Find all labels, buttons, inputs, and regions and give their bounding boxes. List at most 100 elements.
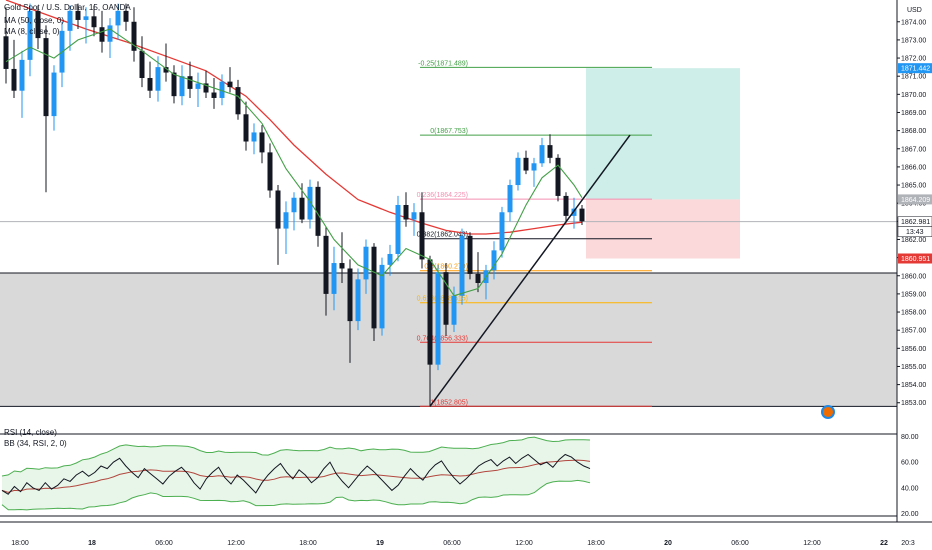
candle-body bbox=[427, 259, 433, 365]
candle-body bbox=[35, 10, 41, 39]
candle-body bbox=[91, 16, 97, 28]
rsi-tick-label: 80.00 bbox=[901, 434, 919, 441]
candle-body bbox=[531, 163, 537, 171]
profit-zone[interactable] bbox=[586, 68, 740, 200]
price-tick-label: 1871.00 bbox=[901, 74, 926, 81]
candle-body bbox=[275, 190, 281, 229]
time-tick-label: 12:00 bbox=[803, 540, 821, 547]
candle-body bbox=[499, 212, 505, 251]
time-tick-label: 06:00 bbox=[443, 540, 461, 547]
time-tick-label: 12:00 bbox=[227, 540, 245, 547]
price-label-box[interactable] bbox=[898, 253, 932, 264]
bb-basis-line bbox=[1, 459, 591, 493]
candle-body bbox=[339, 263, 345, 269]
fib-level-label: 0.382(1862.043) bbox=[417, 232, 468, 239]
candle-body bbox=[547, 145, 553, 158]
candle-body bbox=[315, 186, 321, 236]
candle-body bbox=[379, 264, 385, 329]
ma50-legend[interactable]: MA (50, close, 0) bbox=[4, 16, 65, 25]
candle-body bbox=[3, 36, 9, 69]
candle-body bbox=[115, 10, 121, 26]
candle-body bbox=[83, 16, 89, 20]
time-tick-label: 20 bbox=[664, 540, 672, 547]
candle-body bbox=[147, 78, 153, 91]
price-tick-label: 1873.00 bbox=[901, 37, 926, 44]
price-tick-label: 1872.00 bbox=[901, 56, 926, 63]
candle-body bbox=[387, 253, 393, 265]
candle-body bbox=[515, 157, 521, 186]
price-tick-label: 1860.00 bbox=[901, 273, 926, 280]
price-label-text: 1871.442 bbox=[901, 66, 930, 73]
candle-body bbox=[307, 186, 313, 220]
candle-body bbox=[443, 272, 449, 325]
candle-body bbox=[11, 68, 17, 91]
price-axis[interactable]: 1853.00 1854.00 1855.00 1856.00 1857.00 1858.… bbox=[896, 0, 932, 522]
rsi-tick-label: 60.00 bbox=[901, 460, 919, 467]
ma8-line bbox=[5, 28, 583, 297]
time-tick-label: 20:3 bbox=[901, 540, 915, 547]
price-tick-label: 1865.00 bbox=[901, 183, 926, 190]
price-tick-label: 1874.00 bbox=[901, 19, 926, 26]
fib-level-label: 0.236(1864.225) bbox=[417, 192, 468, 199]
rsi-tick-label: 40.00 bbox=[901, 485, 919, 492]
price-label-text: 1862.981 bbox=[901, 219, 930, 226]
bb-lower-line bbox=[1, 479, 591, 511]
price-label-box[interactable] bbox=[898, 63, 932, 74]
price-tick-label: 1854.00 bbox=[901, 382, 926, 389]
event-marker-icon[interactable] bbox=[821, 405, 835, 419]
candle-body bbox=[299, 197, 305, 220]
candle-body bbox=[523, 157, 529, 171]
price-label-text: 1864.209 bbox=[901, 197, 930, 204]
currency-label: USD bbox=[907, 7, 922, 14]
fib-level-label: 1(1852.805) bbox=[430, 399, 468, 406]
candle-body bbox=[219, 81, 225, 98]
bb-legend[interactable]: BB (34, RSI, 2, 0) bbox=[4, 439, 67, 448]
price-tick-label: 1857.00 bbox=[901, 328, 926, 335]
candle-body bbox=[451, 295, 457, 325]
candle-body bbox=[51, 72, 57, 117]
fib-level-label: 0(1867.753) bbox=[430, 128, 468, 135]
trend-line[interactable] bbox=[429, 134, 631, 407]
candle-body bbox=[555, 157, 561, 196]
candle-body bbox=[163, 67, 169, 73]
candle-body bbox=[75, 10, 81, 20]
fib-level-label: 0.618(1858.515) bbox=[417, 296, 468, 303]
candle-body bbox=[67, 10, 73, 31]
candle-body bbox=[43, 38, 49, 117]
time-axis[interactable]: 18:00 18 06:00 12:00 18:00 19 06:00 12:00 18:00 2… bbox=[0, 521, 932, 547]
candle-body bbox=[331, 263, 337, 294]
bb-upper-line bbox=[1, 436, 591, 477]
candle-body bbox=[507, 185, 513, 213]
fib-level-label: 0.764(1856.333) bbox=[417, 335, 468, 342]
price-label-box[interactable] bbox=[898, 194, 932, 205]
candle-body bbox=[403, 205, 409, 220]
candle-body bbox=[171, 72, 177, 97]
rsi-tick-label: 20.00 bbox=[901, 511, 919, 518]
candle-body bbox=[27, 10, 33, 60]
candle-body bbox=[355, 279, 361, 322]
price-tick-label: 1862.00 bbox=[901, 237, 926, 244]
countdown-box bbox=[897, 226, 932, 237]
time-tick-label: 06:00 bbox=[731, 540, 749, 547]
rsi-legend[interactable]: RSI (14, close) bbox=[4, 428, 57, 437]
price-tick-label: 1856.00 bbox=[901, 346, 926, 353]
candle-body bbox=[291, 197, 297, 213]
candle-body bbox=[323, 235, 329, 294]
candle-body bbox=[203, 83, 209, 93]
price-tick-label: 1859.00 bbox=[901, 291, 926, 298]
candle-body bbox=[179, 76, 185, 97]
candle-body bbox=[371, 246, 377, 329]
candle-body bbox=[395, 205, 401, 254]
symbol-title[interactable]: Gold Spot / U.S. Dollar, 15, OANDA bbox=[4, 3, 131, 12]
loss-zone[interactable] bbox=[586, 199, 740, 259]
price-pane: -0.25(1871.489) 0(1867.753) 0.236(1864.225… bbox=[0, 0, 897, 419]
candle-body bbox=[107, 25, 113, 42]
candle-body bbox=[467, 235, 473, 274]
candle-body bbox=[227, 81, 233, 88]
ma8-legend[interactable]: MA (8, close, 0) bbox=[4, 27, 60, 36]
candle-body bbox=[435, 272, 441, 365]
candle-body bbox=[139, 50, 145, 79]
candle-body bbox=[155, 67, 161, 91]
rsi-pane: 20.00 40.00 60.00 80.00 bbox=[0, 433, 919, 518]
